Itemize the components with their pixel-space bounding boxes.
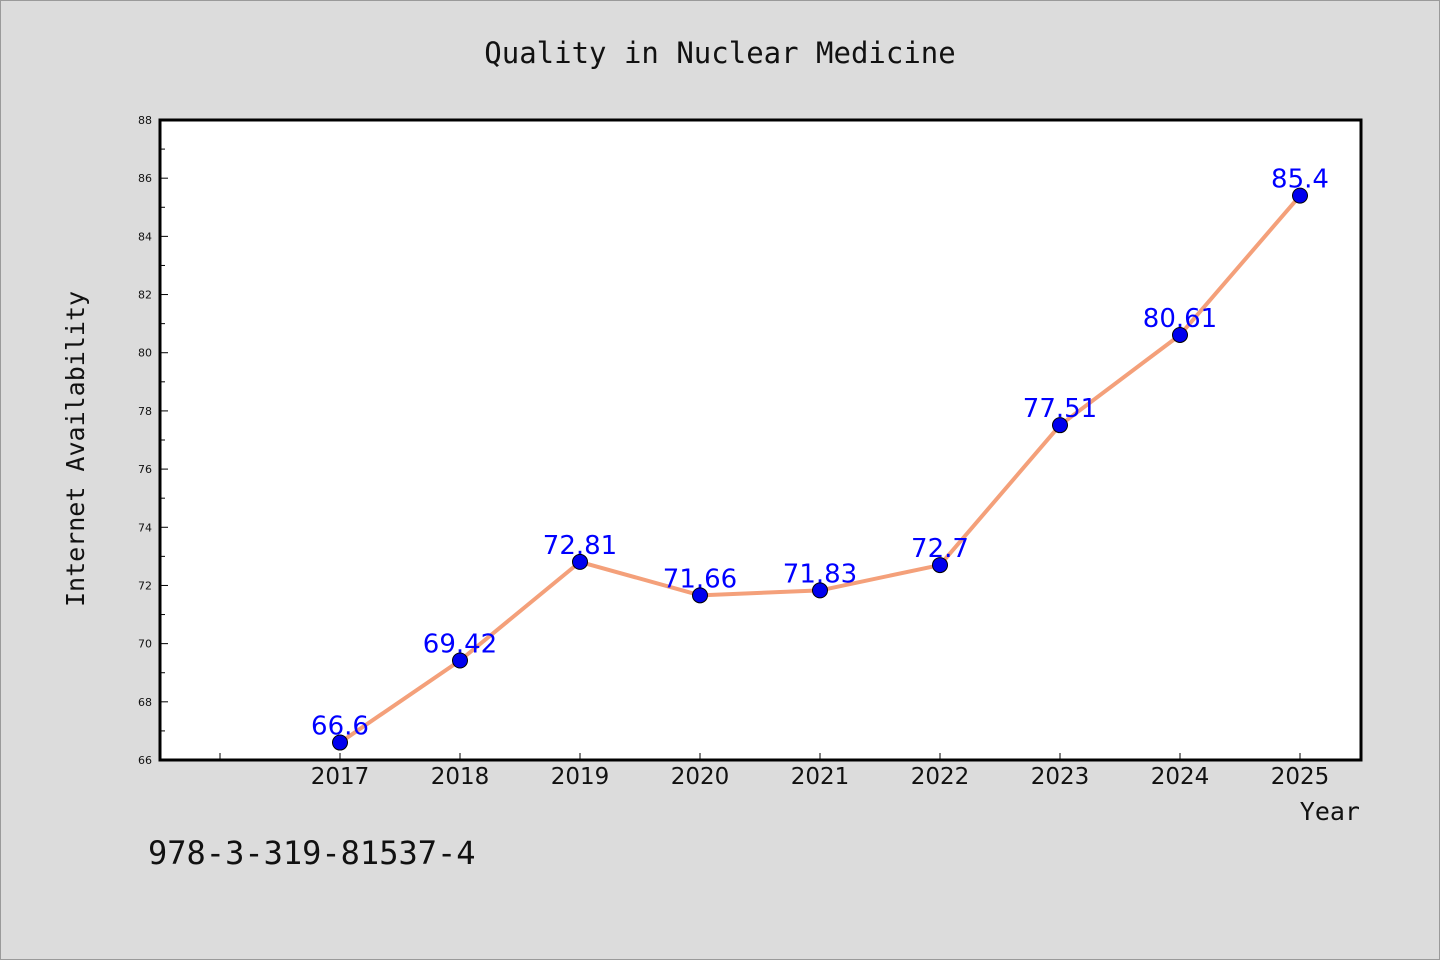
data-label: 71.83 — [783, 559, 857, 589]
y-tick-label: 88 — [138, 114, 152, 127]
y-tick-label: 72 — [138, 579, 152, 592]
data-label: 72.7 — [911, 534, 969, 564]
x-tick-label: 2020 — [671, 764, 730, 790]
x-tick-label: 2018 — [431, 764, 490, 790]
isbn-text: 978-3-319-81537-4 — [148, 834, 476, 872]
data-point — [1172, 326, 1188, 343]
data-label: 66.6 — [311, 712, 369, 742]
y-tick-label: 78 — [138, 405, 152, 418]
data-point — [1052, 417, 1068, 434]
data-label: 71.66 — [663, 564, 737, 594]
y-tick-label: 74 — [138, 521, 152, 534]
y-tick-label: 68 — [138, 696, 152, 709]
data-point — [932, 557, 948, 574]
data-label: 85.4 — [1271, 165, 1329, 195]
y-tick-label: 84 — [138, 230, 152, 243]
data-label: 80.61 — [1143, 304, 1217, 334]
x-tick-label: 2022 — [911, 764, 970, 790]
x-tick-label: 2017 — [311, 764, 370, 790]
x-tick-label: 2021 — [791, 764, 850, 790]
y-tick-label: 66 — [138, 754, 152, 767]
x-axis: 2017 2018 2019 2020 2021 2022 2023 2024 2025 — [219, 753, 1330, 790]
chart-title: Quality in Nuclear Medicine — [484, 36, 955, 70]
y-tick-label: 70 — [138, 638, 152, 651]
y-tick-label: 80 — [138, 347, 152, 360]
y-axis-label: Internet Availability — [61, 291, 90, 607]
x-tick-label: 2025 — [1271, 764, 1330, 790]
x-axis-label: Year — [1300, 797, 1360, 826]
data-points — [332, 187, 1308, 751]
data-label: 69.42 — [423, 630, 497, 660]
x-tick-label: 2023 — [1031, 764, 1090, 790]
data-point — [1292, 187, 1308, 204]
data-label: 77.51 — [1023, 394, 1097, 424]
data-label: 72.81 — [543, 531, 617, 561]
data-labels: 66.6 69.42 72.81 71.66 71.83 72.7 77.51 80.61 85… — [311, 165, 1329, 742]
data-point — [692, 587, 708, 604]
y-tick-label: 86 — [138, 172, 152, 185]
y-tick-label: 82 — [138, 289, 152, 302]
y-axis: 66 68 70 72 74 76 78 80 82 84 86 88 — [138, 114, 168, 767]
data-point — [572, 553, 588, 570]
plot-area — [158, 118, 1363, 762]
x-tick-label: 2024 — [1151, 764, 1210, 790]
x-tick-label: 2019 — [551, 764, 610, 790]
y-tick-label: 76 — [138, 463, 152, 476]
data-point — [452, 652, 468, 669]
data-point — [332, 734, 348, 751]
data-point — [812, 582, 828, 599]
